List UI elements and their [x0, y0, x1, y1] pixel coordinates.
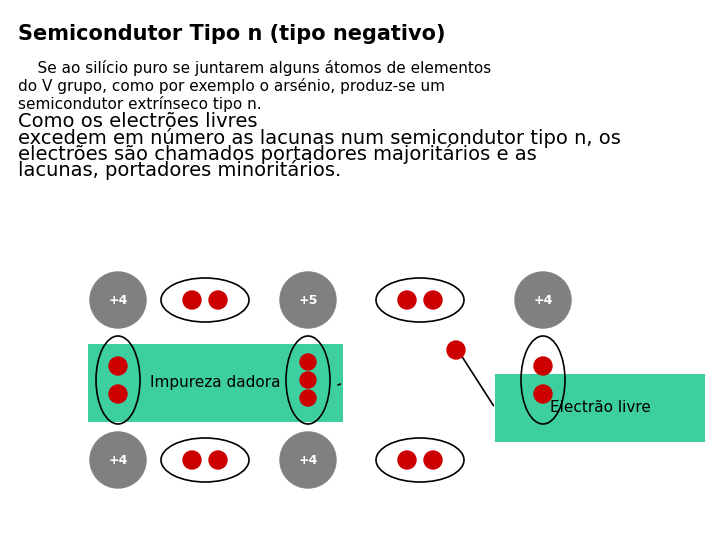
Text: electrões são chamados portadores majoritários e as: electrões são chamados portadores majori…	[18, 144, 536, 164]
Text: +4: +4	[534, 294, 553, 307]
Text: +4: +4	[108, 294, 127, 307]
Text: do V grupo, como por exemplo o arsénio, produz-se um: do V grupo, como por exemplo o arsénio, …	[18, 78, 445, 94]
Circle shape	[534, 385, 552, 403]
Text: excedem em número as lacunas num semicondutor tipo n, os: excedem em número as lacunas num semicon…	[18, 128, 621, 148]
Text: Semicondutor Tipo n (tipo negativo): Semicondutor Tipo n (tipo negativo)	[18, 24, 446, 44]
Circle shape	[280, 272, 336, 328]
Circle shape	[398, 291, 416, 309]
Circle shape	[447, 341, 465, 359]
Circle shape	[300, 372, 316, 388]
Circle shape	[109, 385, 127, 403]
Text: Impureza dadora: Impureza dadora	[150, 375, 281, 390]
Circle shape	[300, 354, 316, 370]
Circle shape	[300, 390, 316, 406]
Text: Electrão livre: Electrão livre	[549, 401, 650, 415]
Circle shape	[534, 357, 552, 375]
Text: +5: +5	[298, 294, 318, 307]
Bar	[495, 374, 705, 442]
Circle shape	[90, 272, 146, 328]
Circle shape	[209, 451, 227, 469]
Circle shape	[424, 451, 442, 469]
Circle shape	[183, 451, 201, 469]
Circle shape	[183, 291, 201, 309]
Circle shape	[90, 432, 146, 488]
Text: +4: +4	[298, 454, 318, 467]
Text: Como os electrões livres: Como os electrões livres	[18, 112, 258, 131]
Text: semicondutor extrínseco tipo n.: semicondutor extrínseco tipo n.	[18, 96, 266, 112]
Circle shape	[109, 357, 127, 375]
Text: Se ao silício puro se juntarem alguns átomos de elementos: Se ao silício puro se juntarem alguns át…	[18, 60, 491, 76]
Circle shape	[209, 291, 227, 309]
Circle shape	[280, 432, 336, 488]
Text: +4: +4	[108, 454, 127, 467]
Text: lacunas, portadores minoritários.: lacunas, portadores minoritários.	[18, 160, 341, 180]
Bar	[88, 344, 343, 422]
Circle shape	[515, 272, 571, 328]
Circle shape	[424, 291, 442, 309]
Circle shape	[398, 451, 416, 469]
